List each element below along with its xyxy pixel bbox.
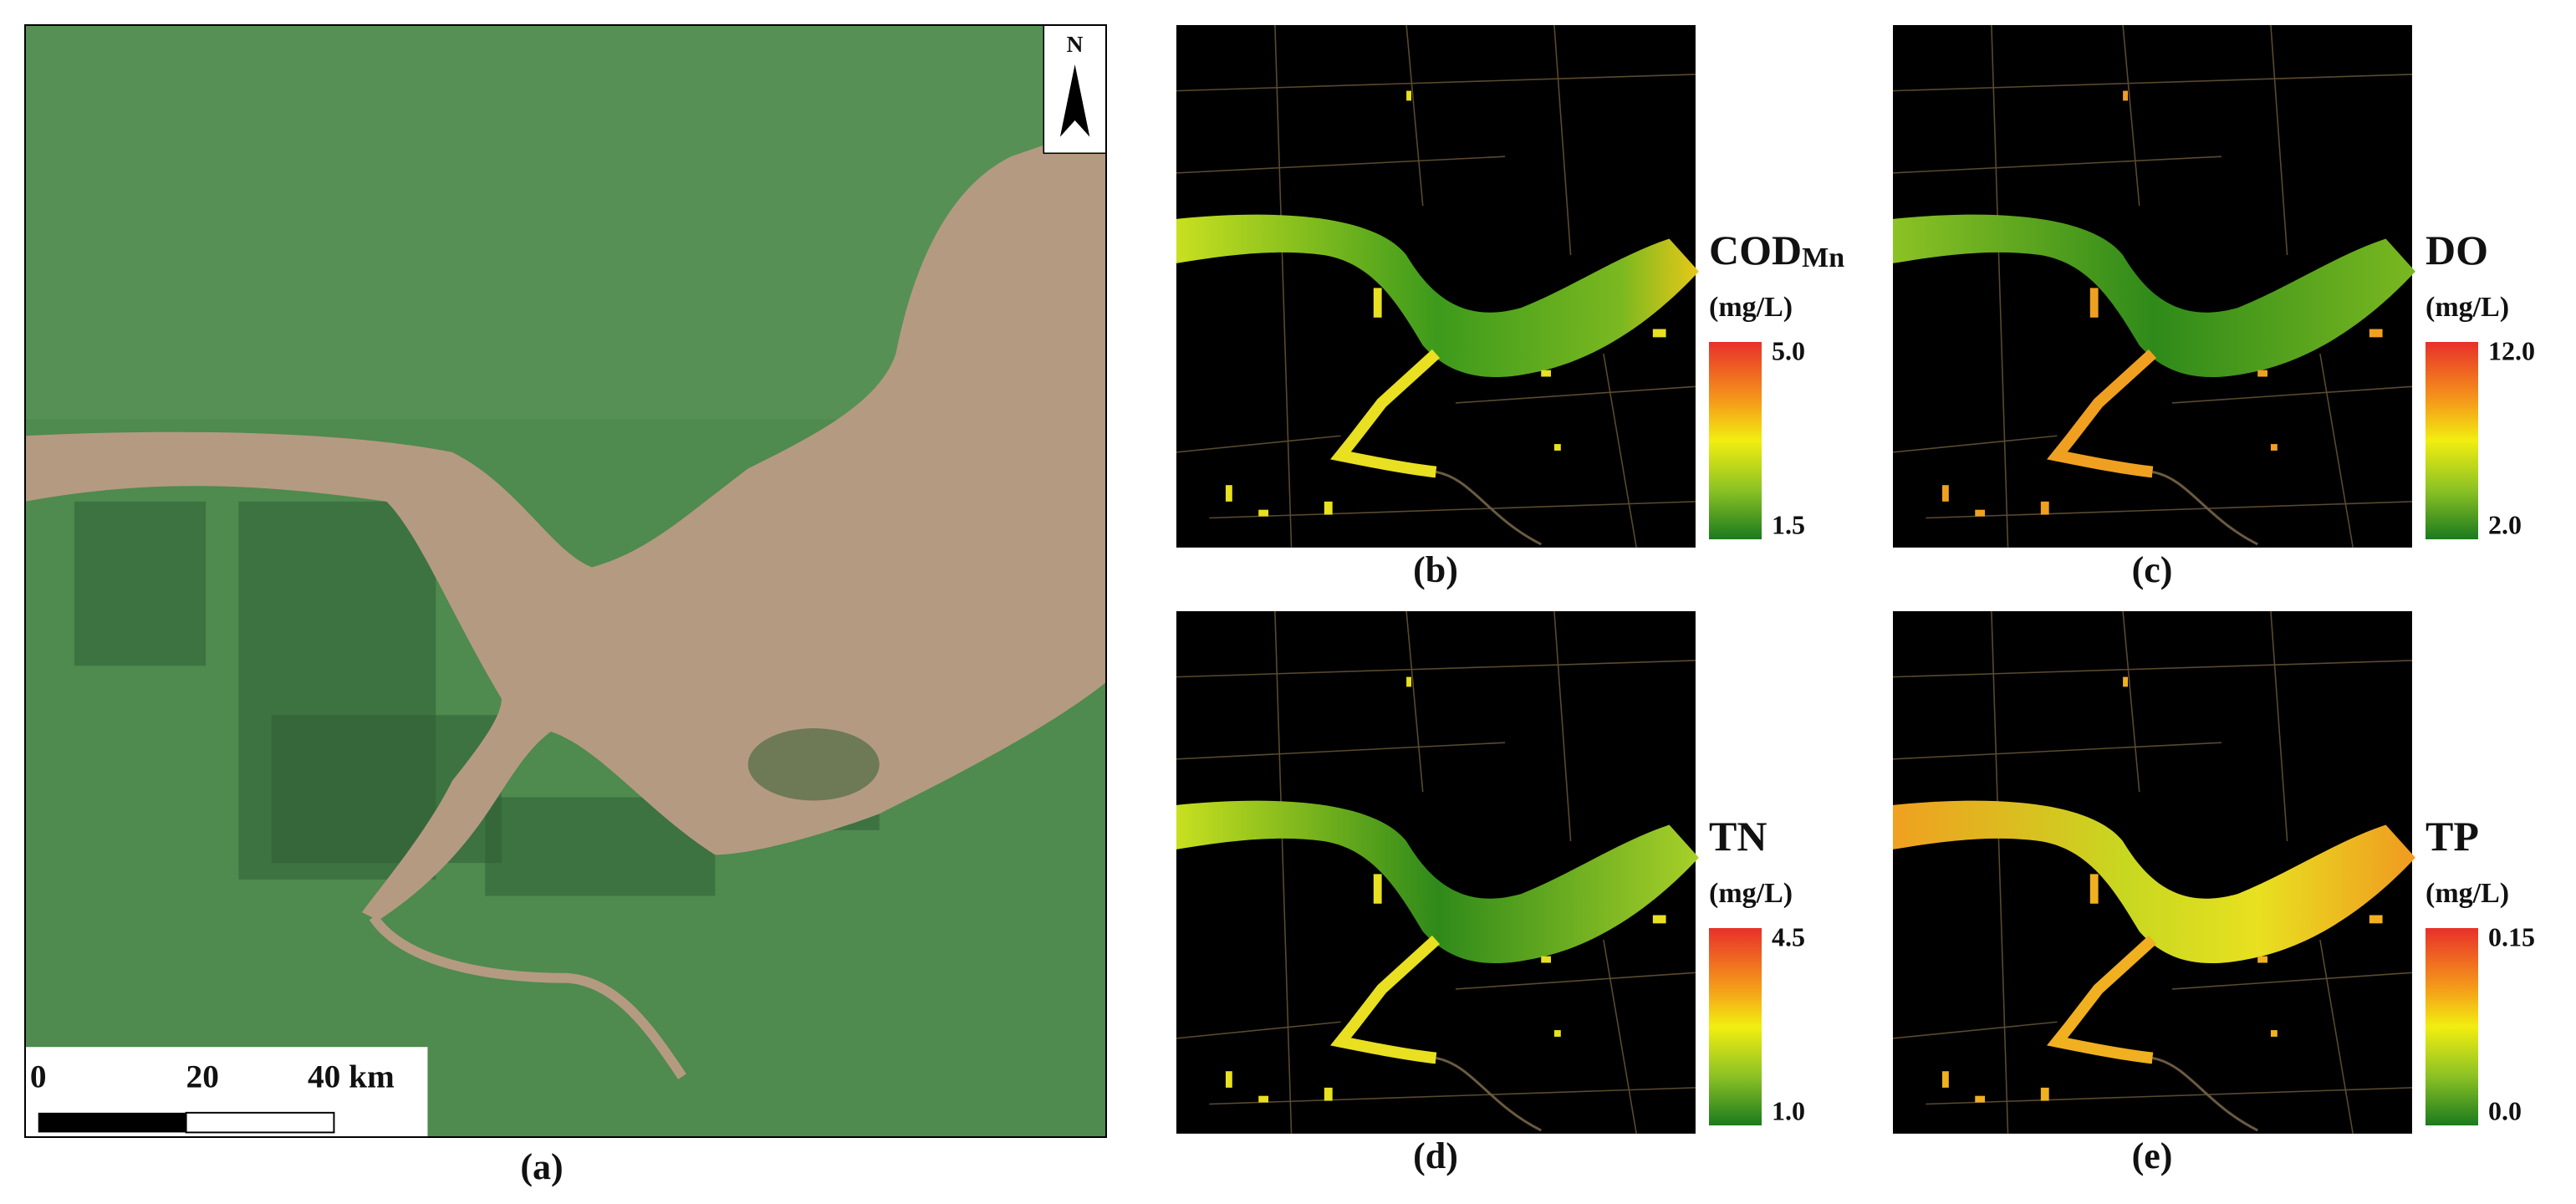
- north-label: N: [1067, 31, 1084, 57]
- north-arrow: [1059, 64, 1090, 137]
- satellite-map: N 0 20 40 km: [25, 24, 1107, 1138]
- parameter-subscript: Mn: [1802, 242, 1844, 273]
- parameter-label: TN: [1709, 813, 1767, 860]
- scale-label: 20: [186, 1059, 219, 1095]
- legend-min: 2.0: [2488, 509, 2522, 539]
- scale-bar-white: [185, 1111, 335, 1134]
- parameter-label: CODMn: [1709, 227, 1844, 273]
- map-image: [1893, 25, 2415, 548]
- parameter-name: TP: [2426, 813, 2479, 860]
- legend-min: 1.5: [1772, 509, 1805, 539]
- parameter-name: COD: [1709, 227, 1802, 273]
- scale-label: 0: [30, 1059, 47, 1095]
- parameter-name: DO: [2426, 227, 2488, 273]
- water-quality-map: [1893, 611, 2415, 1134]
- caption: (d): [1413, 1135, 1458, 1176]
- map-image: [1893, 611, 2415, 1134]
- estuary: [25, 123, 1106, 921]
- caption: (a): [520, 1146, 563, 1187]
- legend-max: 0.15: [2488, 921, 2535, 951]
- unit-label: (mg/L): [1709, 292, 1793, 323]
- legend-max: 4.5: [1772, 921, 1805, 951]
- panel-frame: [24, 24, 1107, 1138]
- colorbar: [2426, 928, 2478, 1125]
- colorbar: [2426, 342, 2478, 539]
- parameter-label: TP: [2426, 813, 2479, 860]
- scale-bar-black: [38, 1112, 186, 1133]
- water-quality-map: [1176, 611, 1699, 1134]
- caption: (c): [2132, 549, 2173, 590]
- caption: (e): [2132, 1135, 2173, 1176]
- scale-label: 40 km: [308, 1059, 395, 1095]
- legend-max: 12.0: [2488, 335, 2535, 365]
- unit-label: (mg/L): [2426, 292, 2509, 323]
- caption: (b): [1413, 549, 1458, 590]
- unit-label: (mg/L): [2426, 878, 2509, 909]
- colorbar: [1709, 928, 1762, 1125]
- water-quality-map: [1893, 25, 2415, 548]
- parameter-name: TN: [1709, 813, 1767, 860]
- legend-min: 0.0: [2488, 1095, 2522, 1125]
- map-image: [1176, 25, 1699, 548]
- field-patch: [74, 501, 207, 666]
- water-quality-map: [1176, 25, 1699, 548]
- colorbar: [1709, 342, 1762, 539]
- parameter-label: DO: [2426, 227, 2488, 273]
- shoal: [747, 728, 880, 801]
- unit-label: (mg/L): [1709, 878, 1793, 909]
- map-image: [1176, 611, 1699, 1134]
- legend-max: 5.0: [1772, 335, 1805, 365]
- river: [369, 914, 686, 1079]
- legend-min: 1.0: [1772, 1095, 1805, 1125]
